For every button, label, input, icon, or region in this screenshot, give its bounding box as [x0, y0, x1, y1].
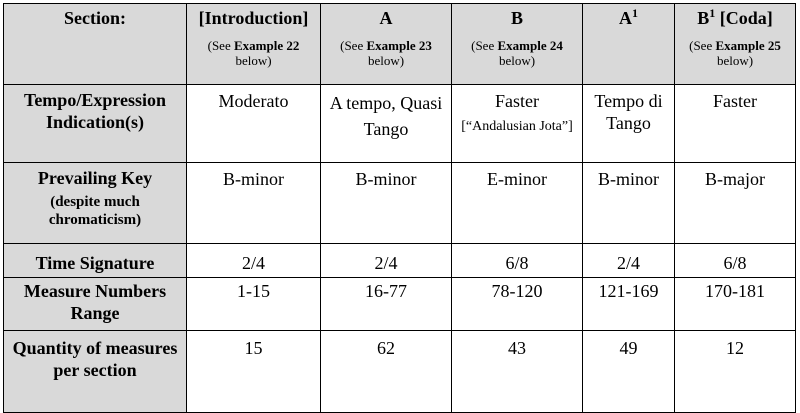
quantity-row: Quantity of measures per section 15 62 4…	[3, 330, 796, 413]
table-cell: 170-181	[674, 277, 796, 331]
table-cell: 6/8	[451, 243, 583, 278]
header-label: Section:	[64, 8, 126, 28]
table-cell: 49	[582, 330, 675, 413]
form-analysis-table: Section: [Introduction] (See Example 22 …	[3, 3, 796, 413]
row-label-tempo: Tempo/Expression Indication(s)	[3, 84, 187, 163]
table-cell: 62	[320, 330, 452, 413]
table-cell: Faster	[674, 84, 796, 163]
table-cell: 12	[674, 330, 796, 413]
see-example-note: (See Example 23 below)	[340, 38, 432, 68]
table-cell: Moderato	[186, 84, 321, 163]
table-cell: 1-15	[186, 277, 321, 331]
andalusian-jota-note: [“Andalusian Jota”]	[461, 119, 573, 134]
section-title: B	[697, 8, 710, 28]
header-row: Section: [Introduction] (See Example 22 …	[3, 3, 796, 85]
table-cell: 43	[451, 330, 583, 413]
header-label-cell: Section:	[3, 3, 187, 85]
table-cell: 2/4	[186, 243, 321, 278]
see-example-note: (See Example 25 below)	[689, 38, 781, 68]
section-header-introduction: [Introduction] (See Example 22 below)	[186, 3, 321, 85]
table-cell: 2/4	[582, 243, 675, 278]
section-header-a: A (See Example 23 below)	[320, 3, 452, 85]
table-cell: B-major	[674, 162, 796, 244]
section-header-b1-coda: B1 [Coda] (See Example 25 below)	[674, 3, 796, 85]
table-cell: B-minor	[186, 162, 321, 244]
row-label-quantity: Quantity of measures per section	[3, 330, 187, 413]
table-cell: 15	[186, 330, 321, 413]
time-signature-row: Time Signature 2/4 2/4 6/8 2/4 6/8	[3, 243, 796, 278]
table-cell: Tempo di Tango	[582, 84, 675, 163]
table-cell: Faster [“Andalusian Jota”]	[451, 84, 583, 163]
section-title: A	[379, 8, 393, 28]
section-superscript: 1	[709, 6, 716, 20]
see-example-note: (See Example 24 below)	[471, 38, 563, 68]
section-header-a1: A1	[582, 3, 675, 85]
tempo-row: Tempo/Expression Indication(s) Moderato …	[3, 84, 796, 163]
table-cell: 121-169	[582, 277, 675, 331]
table-cell: E-minor	[451, 162, 583, 244]
see-example-note: (See Example 22 below)	[207, 38, 300, 68]
table-cell: B-minor	[582, 162, 675, 244]
table-cell: 2/4	[320, 243, 452, 278]
section-title-suffix: [Coda]	[715, 8, 773, 28]
table-cell: A tempo, Quasi Tango	[320, 84, 452, 163]
table-cell: 6/8	[674, 243, 796, 278]
row-sublabel: (despite much chromaticism)	[48, 194, 142, 228]
section-title: A	[619, 8, 632, 28]
measure-range-row: Measure Numbers Range 1-15 16-77 78-120 …	[3, 277, 796, 331]
row-label-measures: Measure Numbers Range	[3, 277, 187, 331]
table-cell: 78-120	[451, 277, 583, 331]
key-row: Prevailing Key (despite much chromaticis…	[3, 162, 796, 244]
table-cell: 16-77	[320, 277, 452, 331]
section-superscript: 1	[632, 6, 638, 20]
row-label-key: Prevailing Key (despite much chromaticis…	[3, 162, 187, 244]
row-label-time: Time Signature	[3, 243, 187, 278]
section-title: B	[510, 8, 523, 28]
table-cell: B-minor	[320, 162, 452, 244]
section-title: [Introduction]	[198, 8, 309, 28]
section-header-b: B (See Example 24 below)	[451, 3, 583, 85]
